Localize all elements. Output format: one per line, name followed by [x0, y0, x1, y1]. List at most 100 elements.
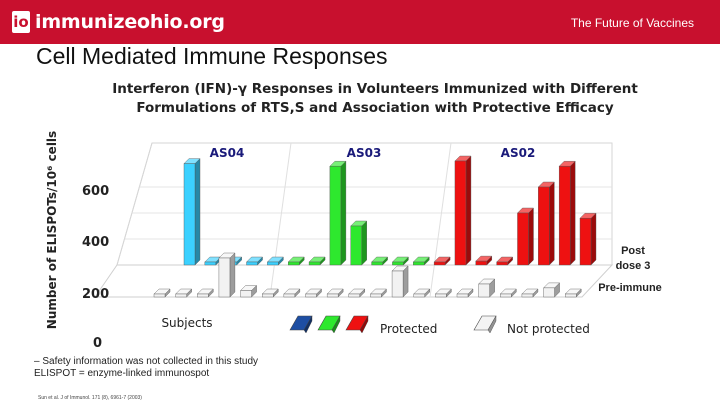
bar-post-dose-3 [183, 158, 201, 266]
bar-post-dose-3 [287, 256, 305, 266]
bar-front [456, 293, 469, 298]
group-divider [269, 142, 292, 298]
bar-pre-immune [499, 288, 517, 298]
site-logo[interactable]: io immunizeohio.org [12, 9, 225, 35]
footnote-elispot: ELISPOT = enzyme-linked immunospot [34, 368, 210, 379]
bar-post-dose-3 [246, 256, 264, 266]
group-label: AS04 [210, 146, 245, 160]
bar-front [478, 283, 490, 298]
bar-pre-immune [564, 288, 582, 298]
source-citation: Sun et al. J of Immunol. 171 (8), 6961-7… [38, 395, 142, 401]
bar-front [153, 293, 166, 298]
logo-mark: io [12, 11, 30, 33]
bar-pre-immune [218, 252, 236, 298]
bar-pre-immune [434, 288, 452, 298]
bar-front [326, 293, 339, 298]
bar-post-dose-3 [579, 212, 597, 266]
bar-front [348, 293, 360, 298]
bar-front [454, 160, 467, 266]
bar-front [413, 293, 425, 298]
bar-post-dose-3 [391, 256, 409, 266]
legend-swatch-as03-side [331, 315, 341, 334]
bar-front [283, 293, 296, 298]
bar-front [197, 293, 209, 298]
bar-side [549, 181, 555, 266]
bar-side [229, 252, 236, 298]
bar-front [435, 293, 447, 298]
legend-protected-label: Protected [380, 322, 437, 336]
bar-pre-immune [348, 288, 366, 298]
bar-front [240, 290, 252, 298]
y-tick-label: 600 [82, 184, 109, 199]
bar-front [267, 261, 279, 266]
series-label-pre: Pre-immune [598, 282, 662, 294]
logo-text: immunizeohio.org [35, 11, 225, 33]
bar-front [392, 261, 404, 266]
bar-pre-immune [391, 265, 409, 298]
bar-side [340, 160, 347, 266]
bar-front [204, 261, 217, 266]
bar-front [218, 257, 231, 298]
bar-front [183, 163, 196, 266]
bar-front [288, 261, 300, 266]
y-tick-label: 0 [93, 336, 102, 351]
bar-front [521, 293, 534, 298]
footnote-safety: – Safety information was not collected i… [34, 356, 259, 367]
y-tick-label: 200 [82, 287, 109, 302]
bar-pre-immune [283, 288, 301, 298]
legend-swatch-as02-side [359, 315, 369, 334]
bar-pre-immune [326, 288, 344, 298]
bar-post-dose-3 [266, 256, 284, 266]
bar-post-dose-3 [475, 255, 493, 266]
bar-side [361, 220, 367, 266]
tagline: The Future of Vaccines [570, 16, 694, 30]
bar-front [308, 261, 321, 266]
bar-post-dose-3 [454, 155, 472, 266]
x-axis-label: Subjects [161, 316, 212, 330]
bar-pre-immune [543, 282, 561, 298]
y-tick-label: 400 [82, 235, 109, 250]
bar-front [475, 260, 487, 266]
bar-front [538, 186, 550, 266]
series-label-post: dose 3 [616, 260, 651, 272]
bar-post-dose-3 [537, 181, 555, 266]
bar-front [579, 217, 592, 266]
bar-side [194, 158, 201, 266]
bar-front [496, 261, 508, 266]
bar-side [569, 160, 576, 266]
bar-front [433, 261, 446, 266]
group-label: AS02 [501, 146, 536, 160]
bar-pre-immune [261, 288, 279, 298]
bar-front [543, 287, 555, 298]
bar-post-dose-3 [558, 160, 576, 266]
bar-side [402, 265, 409, 298]
bar-pre-immune [456, 288, 474, 298]
chart-left-edge [116, 142, 153, 266]
bar-post-dose-3 [371, 256, 389, 266]
group-label: AS03 [347, 146, 382, 160]
series-label-post: Post [621, 245, 645, 257]
bar-side [465, 155, 472, 266]
legend-swatch-not-protected-side [487, 315, 497, 334]
bar-pre-immune [521, 288, 539, 298]
bar-front [500, 293, 512, 298]
bar-post-dose-3 [516, 207, 534, 266]
bar-pre-immune [153, 288, 171, 298]
group-divider [429, 142, 452, 298]
bar-front [305, 293, 317, 298]
bar-front [558, 165, 571, 266]
bar-post-dose-3 [329, 160, 347, 266]
bar-front [413, 261, 425, 266]
bar-post-dose-3 [412, 256, 430, 266]
bar-pre-immune [175, 288, 193, 298]
header-bar: io immunizeohio.org The Future of Vaccin… [0, 0, 720, 44]
bar-post-dose-3 [308, 256, 326, 266]
bar-front [517, 212, 529, 266]
legend-not-protected-label: Not protected [507, 322, 590, 336]
bar-front [370, 293, 382, 298]
bar-front [371, 261, 383, 266]
bar-side [528, 207, 534, 266]
page-title: Cell Mediated Immune Responses [36, 43, 388, 69]
bar-front [175, 293, 187, 298]
